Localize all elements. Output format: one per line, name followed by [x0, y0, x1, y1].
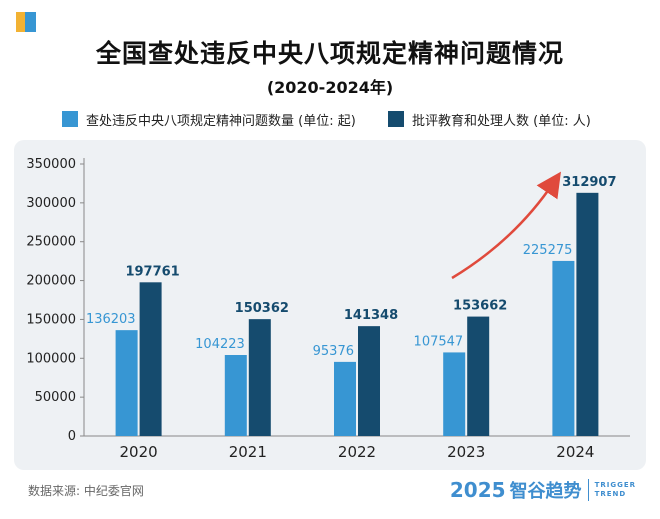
data-label: 225275	[523, 243, 573, 258]
y-tick-label: 200000	[26, 274, 76, 289]
legend-item-cases: 查处违反中央八项规定精神问题数量 (单位: 起)	[62, 110, 356, 129]
y-tick-label: 150000	[26, 312, 76, 327]
data-label: 141348	[344, 308, 398, 323]
bar	[224, 355, 247, 436]
legend-item-people: 批评教育和处理人数 (单位: 人)	[388, 110, 591, 129]
legend-swatch-people	[388, 111, 404, 127]
data-label: 197761	[125, 264, 179, 279]
y-tick-label: 250000	[26, 235, 76, 250]
bar	[552, 260, 575, 436]
trend-arrow	[451, 171, 561, 280]
x-tick-label: 2022	[338, 443, 376, 461]
brand-english-line-2: TREND	[594, 490, 627, 498]
bar	[576, 192, 599, 436]
bar	[139, 282, 162, 436]
brand-logo: 2025 智谷趋势 TRIGGER TREND	[450, 477, 636, 503]
x-tick-label: 2020	[120, 443, 158, 461]
data-label: 107547	[414, 334, 464, 349]
bar	[115, 330, 138, 436]
legend-label-people: 批评教育和处理人数 (单位: 人)	[412, 113, 591, 129]
corner-logo	[16, 12, 36, 32]
x-tick-label: 2021	[229, 443, 267, 461]
x-tick-label: 2024	[556, 443, 594, 461]
brand-year: 2025	[449, 478, 506, 502]
y-tick-label: 350000	[26, 157, 76, 172]
data-label: 153662	[453, 299, 507, 314]
data-label: 150362	[235, 301, 289, 316]
bar	[334, 361, 356, 436]
y-tick-label: 0	[68, 429, 76, 444]
legend-swatch-cases	[62, 111, 78, 127]
bar	[358, 326, 380, 436]
chart-subtitle: (2020-2024年)	[266, 78, 394, 97]
legend-label-cases: 查处违反中央八项规定精神问题数量 (单位: 起)	[86, 113, 356, 129]
y-tick-label: 100000	[26, 351, 76, 366]
bar	[248, 319, 271, 436]
x-tick-label: 2023	[447, 443, 485, 461]
data-label: 136203	[86, 312, 136, 327]
data-label: 312907	[562, 175, 616, 190]
bar	[467, 316, 490, 436]
brand-name: 智谷趋势	[509, 481, 582, 502]
brand-english: TRIGGER TREND	[595, 481, 636, 499]
bar	[443, 352, 466, 436]
brand-divider	[587, 479, 589, 501]
brand-english-line-1: TRIGGER	[594, 481, 636, 489]
chart-title: 全国查处违反中央八项规定精神问题情况	[95, 39, 564, 68]
data-label: 104223	[195, 337, 245, 352]
data-label: 95376	[313, 344, 354, 359]
y-tick-label: 300000	[26, 196, 76, 211]
y-tick-label: 50000	[35, 390, 76, 405]
data-source: 数据来源: 中纪委官网	[28, 484, 144, 498]
